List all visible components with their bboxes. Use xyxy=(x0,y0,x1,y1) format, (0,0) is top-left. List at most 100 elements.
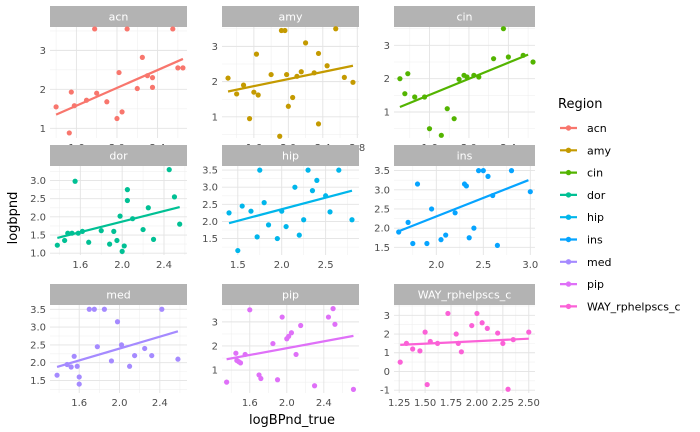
data-point xyxy=(405,219,411,225)
y-tick-label: 2.5 xyxy=(30,340,46,351)
y-tick-label: 1 xyxy=(212,366,218,377)
y-tick-label: 1.5 xyxy=(374,243,390,254)
data-point xyxy=(296,232,302,238)
x-tick-label: 1.6 xyxy=(242,398,258,409)
regression-line xyxy=(228,189,353,225)
data-point xyxy=(72,178,78,184)
legend-item-pip: pip xyxy=(560,278,604,291)
data-point xyxy=(443,232,449,238)
panel-background xyxy=(50,27,187,138)
data-point xyxy=(224,379,230,385)
data-point xyxy=(251,89,257,95)
strip-amy xyxy=(222,6,359,27)
data-point xyxy=(101,306,107,312)
panel-background xyxy=(222,305,359,393)
legend-label: ins xyxy=(587,234,603,247)
regression-line xyxy=(55,57,184,116)
x-tick-label: 1.6 xyxy=(72,260,88,271)
data-point xyxy=(283,223,289,230)
x-tick-label: 3.0 xyxy=(522,260,538,271)
strip-pip xyxy=(222,284,359,305)
y-axis-title: logbpnd xyxy=(6,192,21,245)
x-tick-label: 2.00 xyxy=(466,398,488,409)
x-tick-label: 2.4 xyxy=(156,260,172,271)
data-point xyxy=(98,228,104,234)
data-point xyxy=(149,352,155,359)
y-tick-label: 3 xyxy=(384,41,390,52)
legend-label: WAY_rphelpscs_c xyxy=(587,300,681,313)
y-tick-label: 3 xyxy=(212,42,218,53)
regression-line xyxy=(226,334,354,361)
data-point xyxy=(116,69,122,76)
data-point xyxy=(397,359,403,365)
legend-key-point xyxy=(565,125,572,131)
y-tick-label: 3.5 xyxy=(30,305,46,316)
strip-acn xyxy=(50,6,187,27)
data-point xyxy=(484,325,490,332)
data-point xyxy=(53,104,59,110)
data-point xyxy=(268,71,274,78)
legend-label: hip xyxy=(587,211,604,224)
y-tick-label: 1 xyxy=(384,348,390,359)
data-point xyxy=(527,189,533,195)
panel-background xyxy=(222,166,359,255)
data-point xyxy=(180,65,186,71)
data-point xyxy=(255,92,261,98)
legend-label: dor xyxy=(587,189,606,202)
legend-key-point xyxy=(565,303,572,310)
y-tick-label: 3.0 xyxy=(30,323,46,334)
data-point xyxy=(451,116,457,122)
data-point xyxy=(68,89,74,95)
data-point xyxy=(500,26,507,32)
data-point xyxy=(405,71,411,77)
data-point xyxy=(456,76,462,82)
data-point xyxy=(474,310,480,317)
legend-key-point xyxy=(565,192,572,198)
data-point xyxy=(159,306,165,312)
data-point xyxy=(175,65,181,71)
data-point xyxy=(114,237,120,244)
y-tick-label: 1 xyxy=(40,124,46,135)
data-point xyxy=(247,307,253,313)
data-point xyxy=(92,26,98,32)
legend-item-cin: cin xyxy=(560,167,603,180)
data-point xyxy=(170,26,176,32)
data-point xyxy=(341,74,347,80)
data-point xyxy=(91,306,97,312)
data-point xyxy=(166,167,172,173)
data-point xyxy=(274,377,281,383)
data-point xyxy=(74,363,80,369)
y-tick-label: 2 xyxy=(212,77,218,88)
legend-key-point xyxy=(565,147,572,153)
data-point xyxy=(402,91,408,97)
x-tick-label: 2.4 xyxy=(152,398,168,409)
data-point xyxy=(444,106,450,112)
x-tick-label: 2.50 xyxy=(518,398,540,409)
data-point xyxy=(240,82,247,88)
legend-item-dor: dor xyxy=(560,189,606,202)
panel-med: med 1.6 2.0 2.4 1.5 2.0 2.5 3.0 3.5 xyxy=(30,284,187,409)
x-tick-label: 2.0 xyxy=(114,260,130,271)
data-point xyxy=(86,239,92,245)
strip-label: amy xyxy=(279,11,303,24)
data-point xyxy=(324,63,330,69)
data-point xyxy=(500,340,506,346)
data-point xyxy=(279,314,285,320)
data-point xyxy=(286,333,292,339)
data-point xyxy=(325,314,332,320)
x-tick-label: 1.6 xyxy=(71,398,87,409)
data-point xyxy=(494,242,500,249)
y-tick-label: 2.5 xyxy=(374,204,390,215)
data-point xyxy=(142,345,148,352)
y-tick-label: 2.0 xyxy=(374,224,390,235)
panel-background xyxy=(394,27,535,138)
data-point xyxy=(471,225,477,231)
y-tick-label: 2.0 xyxy=(30,212,46,223)
data-point xyxy=(530,59,536,65)
strip-dor xyxy=(50,145,187,166)
x-tick-label: 2.0 xyxy=(112,398,128,409)
data-point xyxy=(108,358,115,364)
data-point xyxy=(288,330,295,336)
panel-background xyxy=(394,166,535,255)
